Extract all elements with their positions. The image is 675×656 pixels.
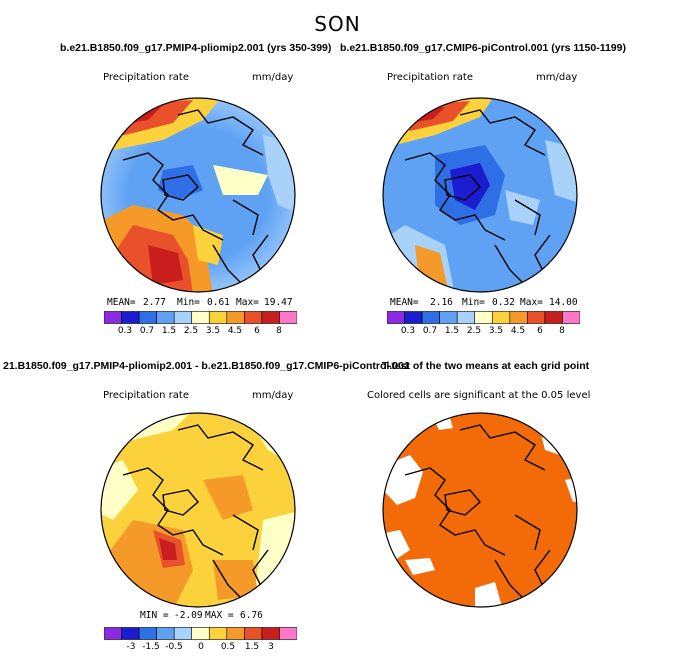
colorbar-swatch [121,311,140,324]
panel3-max-value: 6.76 [240,610,263,621]
panel3-colorbar [104,627,297,640]
panel1-colorbar [104,311,297,324]
panel3-tick: -3 [126,642,136,652]
panel1-min-value: 0.61 [207,297,230,308]
colorbar-swatch [456,311,476,324]
colorbar-swatch [104,627,122,640]
panel3-map [100,412,296,608]
panel2-tick: 1.5 [444,326,460,336]
colorbar-swatch [138,311,157,324]
panel4-note: Colored cells are significant at the 0.0… [367,390,591,401]
panel2-max-value: 14.00 [549,297,578,308]
panel2-mean-label: MEAN= [390,297,419,308]
panel2-tick: 4.5 [510,326,526,336]
panel2-tick: 6 [537,326,543,336]
colorbar-swatch [387,311,405,324]
panel3-units: mm/day [252,390,294,401]
panel2-tick: 0.3 [400,326,416,336]
colorbar-swatch [439,311,458,324]
panel4-map [382,412,578,608]
colorbar-swatch [208,627,228,640]
panel1-tick: 1.5 [161,326,177,336]
colorbar-swatch [244,311,263,324]
panel3-min-value: -2.09 [174,610,203,621]
colorbar-swatch [156,311,175,324]
colorbar-swatch [191,627,210,640]
panel2-tick: 3.5 [488,326,504,336]
panel2-variable: Precipitation rate [387,72,473,83]
case2-title: b.e21.B1850.f09_g17.CMIP6-piControl.001 … [340,42,626,54]
panel3-tick: -0.5 [165,642,183,652]
colorbar-swatch [121,627,140,640]
panel1-units: mm/day [252,72,294,83]
panel1-tick: 3.5 [205,326,221,336]
colorbar-swatch [562,311,580,324]
panel1-tick: 6 [254,326,260,336]
panel2-mean-value: 2.16 [430,297,453,308]
colorbar-swatch [138,627,157,640]
panel2-colorbar [387,311,580,324]
panel2-map [382,97,578,293]
colorbar-swatch [491,311,511,324]
panel3-variable: Precipitation rate [103,390,189,401]
diff-title: 21.B1850.f09_g17.PMIP4-pliomip2.001 - b.… [3,360,410,372]
panel3-max-label: MAX = [205,610,234,621]
colorbar-swatch [244,627,263,640]
colorbar-swatch [156,627,175,640]
panel1-mean-label: MEAN= [107,297,136,308]
colorbar-swatch [474,311,493,324]
colorbar-swatch [226,627,245,640]
colorbar-swatch [527,311,546,324]
panel1-max-value: 19.47 [264,297,293,308]
colorbar-swatch [404,311,423,324]
panel1-tick: 0.7 [139,326,155,336]
panel2-min-value: 0.32 [492,297,515,308]
panel1-max-label: Max= [236,297,259,308]
colorbar-swatch [509,311,528,324]
panel1-mean-value: 2.77 [143,297,166,308]
colorbar-swatch [261,627,280,640]
panel3-tick: 0 [198,642,204,652]
panel2-min-label: Min= [462,297,485,308]
panel1-tick: 8 [276,326,282,336]
panel3-tick: -1.5 [142,642,160,652]
colorbar-swatch [208,311,228,324]
panel2-tick: 8 [559,326,565,336]
colorbar-swatch [226,311,245,324]
panel2-max-label: Max= [520,297,543,308]
colorbar-swatch [279,627,297,640]
panel3-min-label: MIN = [140,610,169,621]
colorbar-swatch [191,311,210,324]
colorbar-swatch [173,627,193,640]
panel2-tick: 2.5 [466,326,482,336]
panel2-tick: 0.7 [422,326,438,336]
panel1-tick: 0.3 [117,326,133,336]
panel1-variable: Precipitation rate [103,72,189,83]
panel3-tick: 0.5 [220,642,236,652]
ttest-title: T-test of the two means at each grid poi… [382,360,590,372]
panel1-tick: 2.5 [183,326,199,336]
panel1-map [100,97,296,293]
panel3-tick: 1.5 [244,642,260,652]
panel2-units: mm/day [536,72,578,83]
colorbar-swatch [261,311,280,324]
case1-title: b.e21.B1850.f09_g17.PMIP4-pliomip2.001 (… [60,42,332,54]
colorbar-swatch [173,311,193,324]
panel1-min-label: Min= [177,297,200,308]
panel3-tick: 3 [268,642,274,652]
colorbar-swatch [544,311,563,324]
colorbar-swatch [279,311,297,324]
panel1-tick: 4.5 [227,326,243,336]
colorbar-swatch [421,311,440,324]
colorbar-swatch [104,311,122,324]
season-title: SON [314,12,361,36]
